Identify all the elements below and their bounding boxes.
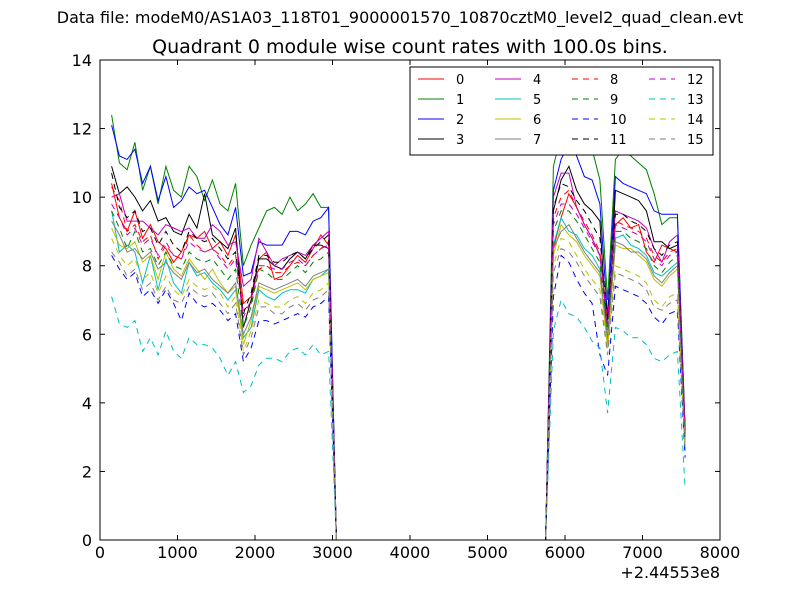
legend-label-10: 10 [610, 113, 627, 128]
x-tick-label: 2000 [235, 543, 276, 562]
legend-label-2: 2 [456, 113, 464, 128]
legend-box [409, 66, 714, 156]
legend-label-9: 9 [610, 93, 618, 108]
y-tick-label: 8 [82, 257, 92, 276]
y-tick-label: 0 [82, 531, 92, 550]
series-line-5 [111, 210, 686, 541]
legend-label-8: 8 [610, 73, 618, 88]
legend-label-0: 0 [456, 73, 464, 88]
x-tick-label: 5000 [467, 543, 508, 562]
legend-label-5: 5 [533, 93, 541, 108]
x-tick-label: 4000 [390, 543, 431, 562]
series-line-6 [111, 223, 686, 541]
y-tick-label: 12 [72, 120, 92, 139]
x-axis-ticks: 0 1000 2000 3000 4000 5000 6000 7000 8000 [95, 60, 740, 562]
series-line-7 [111, 220, 686, 541]
legend-label-1: 1 [456, 93, 464, 108]
series-line-11 [111, 172, 686, 541]
series-line-12 [111, 203, 686, 541]
chart-title: Quadrant 0 module wise count rates with … [152, 36, 668, 58]
series-line-13 [111, 296, 686, 541]
series-line-1 [111, 114, 686, 541]
series-line-15 [111, 247, 686, 541]
series-line-2 [111, 124, 686, 541]
x-tick-label: 7000 [622, 543, 663, 562]
legend-label-7: 7 [533, 133, 541, 148]
legend-label-13: 13 [687, 93, 704, 108]
series-line-14 [111, 237, 686, 541]
legend-label-6: 6 [533, 113, 541, 128]
series-line-9 [111, 210, 686, 541]
x-tick-label: 8000 [700, 543, 741, 562]
y-tick-label: 6 [82, 325, 92, 344]
x-tick-label: 1000 [157, 543, 198, 562]
legend-label-4: 4 [533, 73, 541, 88]
y-tick-label: 10 [72, 188, 92, 207]
series-line-10 [111, 254, 686, 541]
x-tick-label: 6000 [545, 543, 586, 562]
figure-suptitle: Data file: modeM0/AS1A03_118T01_90000015… [56, 8, 744, 27]
legend-label-12: 12 [687, 73, 704, 88]
x-tick-label: 0 [95, 543, 105, 562]
y-tick-label: 4 [82, 394, 92, 413]
legend-label-11: 11 [610, 133, 627, 148]
series-line-4 [111, 172, 686, 541]
legend-label-15: 15 [687, 133, 704, 148]
x-tick-label: 3000 [312, 543, 353, 562]
legend-label-3: 3 [456, 133, 464, 148]
series-line-3 [111, 165, 686, 541]
legend-label-14: 14 [687, 113, 704, 128]
series-line-8 [111, 186, 686, 541]
x-axis-offset-label: +2.44553e8 [620, 563, 720, 582]
y-tick-label: 2 [82, 462, 92, 481]
series-lines [111, 114, 686, 541]
y-tick-label: 14 [72, 51, 92, 70]
series-line-0 [111, 183, 686, 541]
